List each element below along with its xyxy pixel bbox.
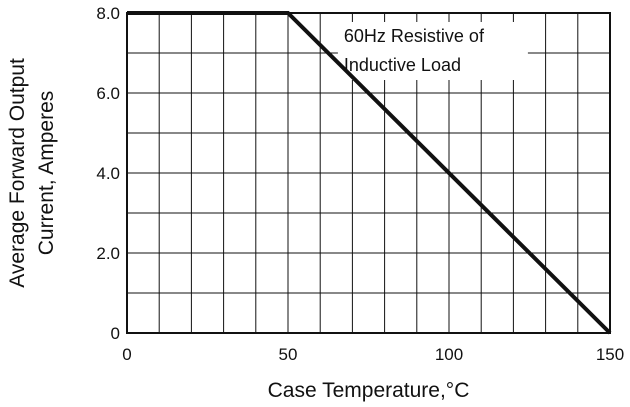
series-line xyxy=(127,11,612,335)
y-tick-label: 4.0 xyxy=(96,164,120,183)
annotation-group: 60Hz Resistive of Inductive Load xyxy=(337,22,528,80)
annotation-line-2: Inductive Load xyxy=(344,55,461,75)
x-tick-label: 150 xyxy=(596,345,624,364)
x-tick-labels: 0 50 100 150 xyxy=(122,345,624,364)
x-tick-label: 50 xyxy=(279,345,298,364)
y-tick-labels: 0 2.0 4.0 6.0 8.0 xyxy=(96,4,120,343)
x-axis-title: Case Temperature,°C xyxy=(268,379,470,402)
y-tick-label: 0 xyxy=(111,324,120,343)
y-tick-label: 6.0 xyxy=(96,84,120,103)
annotation-line-1: 60Hz Resistive of xyxy=(344,26,485,46)
plot-frame xyxy=(126,12,611,334)
x-tick-label: 100 xyxy=(435,345,463,364)
y-axis-title-line-2: Current, Amperes xyxy=(35,91,58,256)
y-tick-label: 2.0 xyxy=(96,244,120,263)
y-axis-title-line-1: Average Forward Output xyxy=(6,58,29,288)
x-tick-label: 0 xyxy=(122,345,131,364)
y-tick-label: 8.0 xyxy=(96,4,120,23)
annotation-background xyxy=(337,22,528,80)
